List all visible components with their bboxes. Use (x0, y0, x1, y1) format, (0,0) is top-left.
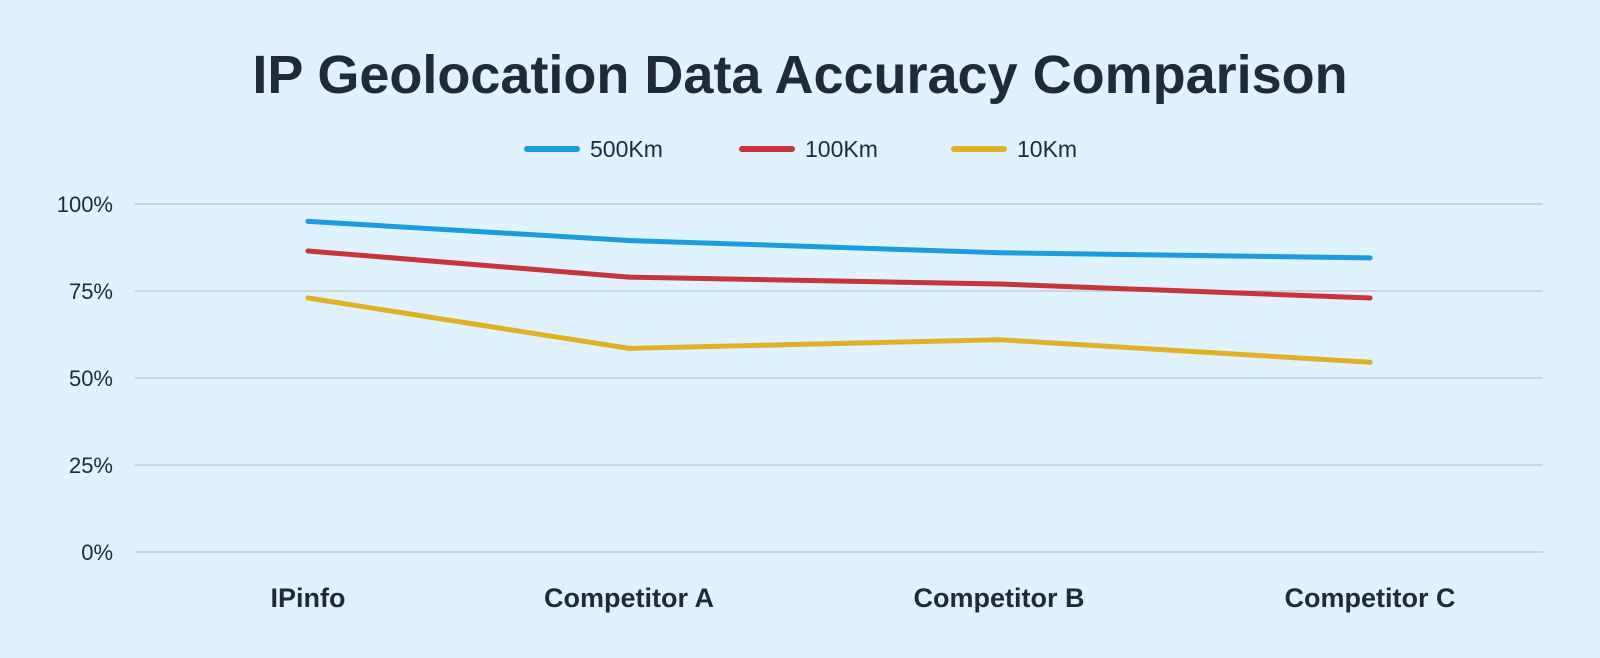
data-point (1367, 255, 1373, 261)
data-point (305, 218, 311, 224)
x-axis: IPinfo Competitor A Competitor B Competitor… (271, 583, 1456, 613)
x-tick-label: IPinfo (271, 583, 346, 613)
gridlines (135, 203, 1543, 553)
x-tick-label: Competitor C (1285, 583, 1456, 613)
legend-label: 500Km (590, 136, 663, 162)
y-tick-label: 50% (69, 366, 113, 391)
x-tick-label: Competitor A (544, 583, 714, 613)
y-tick-label: 75% (69, 279, 113, 304)
chart-title: IP Geolocation Data Accuracy Comparison (252, 45, 1347, 105)
data-point (996, 281, 1002, 287)
series-line-10km (305, 295, 1373, 365)
legend-label: 100Km (805, 136, 878, 162)
y-tick-label: 0% (81, 540, 113, 565)
legend-item-500km: 500Km (524, 136, 663, 162)
data-point (1367, 359, 1373, 365)
data-point (1367, 295, 1373, 301)
data-point (626, 238, 632, 244)
legend-item-100km: 100Km (739, 136, 878, 162)
series-line-500km (305, 218, 1373, 261)
y-axis: 0% 25% 50% 75% 100% (57, 192, 113, 565)
series-line-100km (305, 248, 1373, 301)
data-point (996, 250, 1002, 256)
x-tick-label: Competitor B (914, 583, 1085, 613)
legend: 500Km 100Km 10Km (524, 136, 1077, 162)
plot-area (305, 218, 1373, 365)
y-tick-label: 100% (57, 192, 113, 217)
legend-item-10km: 10Km (951, 136, 1077, 162)
data-point (305, 295, 311, 301)
data-point (626, 345, 632, 351)
data-point (626, 274, 632, 280)
y-tick-label: 25% (69, 453, 113, 478)
data-point (305, 248, 311, 254)
data-point (996, 337, 1002, 343)
legend-label: 10Km (1017, 136, 1077, 162)
